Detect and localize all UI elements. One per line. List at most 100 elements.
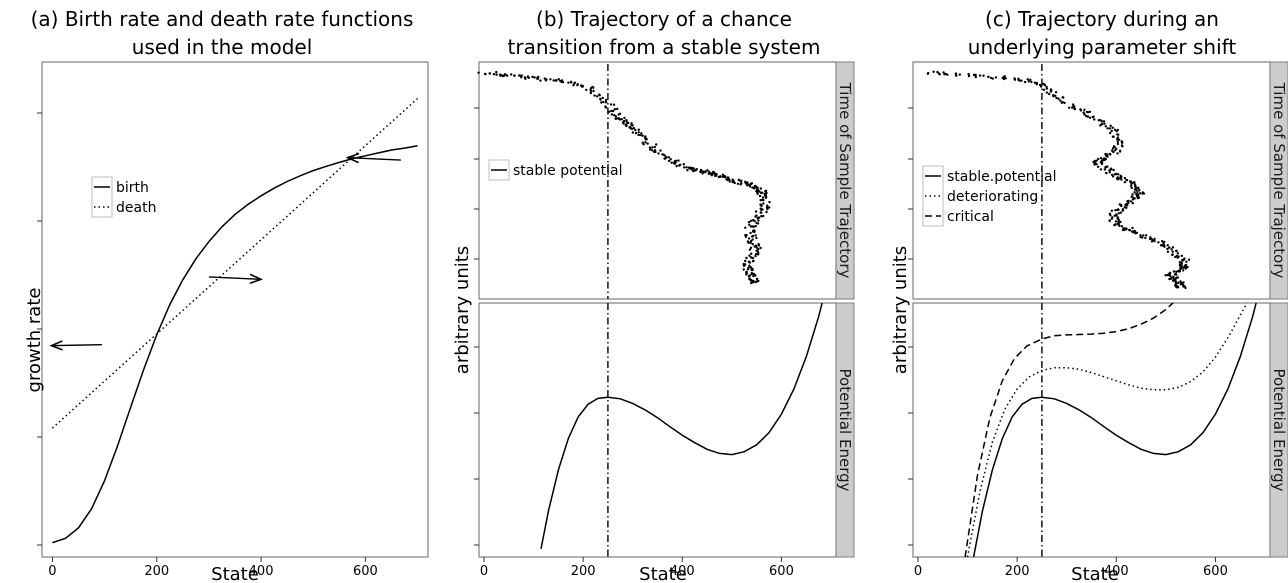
panel-a-arrow-left [52,345,102,346]
b-trajectory-point [513,74,516,77]
b-trajectory-point [686,169,689,172]
c-trajectory-point [1153,237,1156,241]
c-trajectory-point [1184,267,1188,270]
c-trajectory-point [926,72,930,76]
c-trajectory-point [1118,150,1122,153]
c-trajectory-point [1113,128,1117,131]
c-trajectory-point [1104,166,1108,169]
b-trajectory-point [752,230,755,233]
c-trajectory-point [1055,96,1058,100]
c-trajectory-point [1045,87,1049,90]
c-trajectory-point [1115,172,1118,176]
b-x-tick-label: 0 [480,564,488,579]
b-trajectory-point [598,94,601,97]
b-trajectory-point [755,187,759,190]
c-bottom-frame [912,302,1271,558]
c-trajectory-point [1153,239,1156,243]
c-trajectory-point [1174,283,1178,286]
b-trajectory-point [643,136,647,139]
c-trajectory-point [1099,157,1103,160]
b-series-stable potential [540,303,823,550]
b-trajectory-point [609,103,613,106]
c-trajectory-point [1108,127,1112,130]
panel-a-x-tick-label: 0 [48,564,56,579]
c-trajectory-point [942,71,945,74]
b-trajectory-point [506,74,509,77]
c-trajectory-point [1130,182,1133,185]
b-trajectory-point [637,128,640,131]
b-top-strip [835,61,855,300]
c-trajectory-point [1123,228,1126,231]
c-bottom-strip-label: Potential Energy [1270,369,1288,492]
b-trajectory-point [744,235,748,238]
c-trajectory-point [1042,88,1046,92]
b-trajectory-point [754,280,757,284]
b-trajectory-point [765,210,768,214]
b-trajectory-point [762,214,765,218]
b-trajectory-point [744,226,747,229]
c-trajectory-point [1117,212,1120,215]
b-trajectory-point [604,98,608,102]
b-bottom-strip-label: Potential Energy [836,369,854,492]
c-trajectory-point [1018,79,1021,82]
c-trajectory-point [1174,255,1177,259]
b-trajectory-point [670,161,673,164]
c-trajectory-point [1175,273,1178,276]
b-trajectory-point [683,166,686,169]
b-trajectory-point [749,246,753,249]
c-trajectory-point [1071,103,1075,106]
b-trajectory-point [745,273,748,276]
c-trajectory-point [991,77,994,80]
b-trajectory-point [742,268,745,271]
c-trajectory-point [1088,116,1092,119]
c-trajectory-point [978,74,982,77]
c-trajectory-point [1035,81,1039,85]
b-trajectory-point [751,242,754,246]
c-trajectory-point [1169,277,1173,281]
c-trajectory-point [1137,187,1140,190]
c-trajectory-point [1061,101,1065,104]
b-trajectory-point [477,71,480,74]
b-trajectory-point [631,124,634,127]
b-trajectory-point [649,148,652,151]
b-trajectory-point [699,170,702,174]
b-trajectory-point [617,113,620,116]
c-trajectory-point [1033,81,1037,84]
c-trajectory-point [1162,242,1165,245]
c-trajectory-point [1112,135,1115,138]
c-trajectory-point [1088,110,1092,114]
b-trajectory-point [654,150,657,154]
b-trajectory-point [592,89,595,93]
b-trajectory-point [765,191,768,195]
b-trajectory-point [762,202,765,205]
c-trajectory-point [1133,191,1136,194]
c-trajectory-point [1116,217,1119,220]
b-trajectory-point [682,163,685,166]
b-trajectory-point [760,208,763,212]
panel-c-ylabel: arbitrary units [890,246,911,374]
c-trajectory-point [1168,273,1172,277]
b-trajectory-point [754,254,757,258]
c-trajectory-point [1083,113,1086,116]
b-top-frame [478,61,837,300]
b-trajectory-point [762,198,765,202]
b-trajectory-point [499,74,502,77]
c-trajectory-point [1175,249,1178,253]
c-trajectory-point [1166,250,1170,253]
b-trajectory-point [536,77,539,80]
b-trajectory-point [754,210,758,213]
c-trajectory-point [1043,83,1047,87]
c-trajectory-point [1117,177,1120,181]
b-trajectory-point [739,183,742,186]
c-trajectory-point [1138,189,1141,192]
c-x-tick-label: 400 [1104,564,1129,579]
c-trajectory-point [1114,223,1117,226]
c-trajectory-point [1171,246,1175,249]
c-trajectory-point [1175,270,1178,273]
c-trajectory-point [1111,126,1114,129]
b-trajectory-point [673,162,676,165]
b-trajectory-point [667,159,671,163]
b-trajectory-point [732,179,735,182]
c-trajectory-point [1182,269,1185,272]
b-trajectory-point [761,191,764,194]
